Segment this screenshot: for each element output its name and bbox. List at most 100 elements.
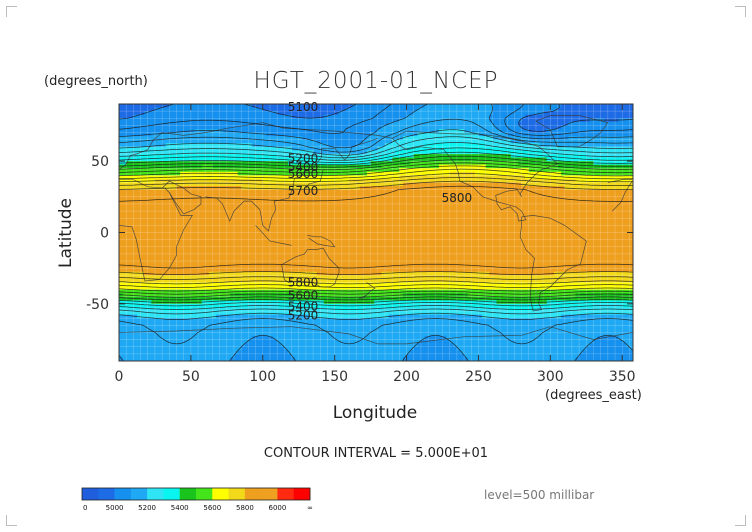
field-cell	[388, 200, 393, 205]
field-cell	[420, 175, 426, 180]
field-cell	[320, 168, 325, 173]
field-cell	[446, 104, 451, 109]
field-cell	[295, 225, 300, 230]
field-cell	[140, 164, 145, 169]
field-cell	[136, 114, 142, 119]
field-cell	[402, 218, 408, 223]
field-cell	[510, 157, 515, 162]
field-cell	[147, 164, 152, 169]
field-cell	[474, 168, 480, 173]
field-cell	[625, 164, 630, 169]
field-cell	[223, 171, 228, 176]
field-cell	[234, 132, 239, 137]
field-cell	[244, 153, 249, 159]
field-cell	[295, 139, 300, 144]
field-cell	[593, 168, 598, 173]
field-cell	[216, 182, 221, 187]
field-cell	[140, 214, 145, 219]
field-cell	[352, 111, 357, 116]
field-cell	[183, 153, 188, 159]
field-cell	[298, 218, 303, 223]
field-cell	[341, 175, 347, 180]
field-cell	[277, 121, 282, 127]
field-cell	[244, 207, 249, 212]
field-cell	[295, 182, 300, 187]
field-cell	[298, 146, 303, 151]
field-cell	[593, 218, 598, 223]
field-cell	[219, 186, 224, 191]
field-cell	[517, 189, 523, 194]
field-cell	[579, 221, 584, 226]
field-cell	[136, 196, 142, 201]
field-cell	[503, 200, 508, 205]
field-cell	[500, 225, 505, 230]
field-cell	[154, 189, 160, 194]
field-cell	[431, 139, 436, 144]
field-cell	[341, 104, 347, 109]
field-cell	[151, 114, 156, 119]
field-cell	[564, 218, 569, 223]
field-cell	[356, 193, 361, 198]
field-cell	[165, 107, 170, 112]
field-cell	[438, 221, 444, 226]
field-cell	[237, 111, 242, 116]
field-cell	[158, 161, 163, 166]
field-cell	[607, 221, 613, 226]
field-cell	[517, 193, 523, 198]
field-cell	[507, 114, 512, 119]
field-cell	[241, 182, 246, 187]
field-cell	[241, 125, 246, 130]
field-cell	[586, 107, 591, 112]
field-cell	[262, 136, 267, 141]
field-cell	[528, 104, 533, 109]
field-cell	[323, 107, 329, 112]
field-cell	[363, 207, 368, 212]
field-cell	[176, 221, 181, 226]
field-cell	[345, 143, 350, 148]
field-cell	[147, 207, 152, 212]
field-cell	[607, 157, 613, 162]
field-cell	[284, 111, 289, 116]
field-cell	[176, 128, 181, 134]
field-cell	[119, 111, 124, 116]
field-cell	[356, 107, 361, 112]
field-cell	[205, 125, 210, 130]
field-cell	[180, 207, 185, 212]
field-cell	[377, 178, 382, 184]
field-cell	[219, 182, 224, 187]
field-cell	[410, 118, 415, 123]
field-cell	[543, 161, 548, 166]
field-cell	[122, 225, 127, 230]
field-cell	[424, 107, 429, 112]
field-cell	[467, 218, 472, 223]
field-cell	[377, 225, 382, 230]
field-cell	[496, 139, 501, 144]
field-cell	[144, 193, 149, 198]
field-cell	[622, 121, 627, 127]
field-cell	[370, 225, 375, 230]
field-cell	[158, 104, 163, 109]
field-cell	[424, 121, 429, 127]
field-cell	[471, 118, 476, 123]
field-cell	[406, 146, 411, 151]
field-cell	[212, 139, 217, 144]
field-cell	[600, 178, 605, 184]
field-cell	[406, 143, 411, 148]
field-cell	[561, 128, 566, 134]
field-cell	[154, 118, 160, 123]
field-cell	[219, 225, 224, 230]
field-cell	[431, 150, 436, 155]
corner-mark-bottom-left	[6, 515, 17, 526]
field-cell	[478, 104, 483, 109]
field-cell	[528, 111, 533, 116]
field-cell	[266, 221, 271, 226]
field-cell	[338, 175, 343, 180]
field-cell	[507, 196, 512, 201]
field-cell	[374, 200, 379, 205]
field-cell	[514, 161, 519, 166]
field-cell	[237, 121, 242, 127]
field-cell	[187, 161, 192, 166]
field-cell	[180, 186, 185, 191]
field-cell	[122, 189, 127, 194]
field-cell	[507, 189, 512, 194]
